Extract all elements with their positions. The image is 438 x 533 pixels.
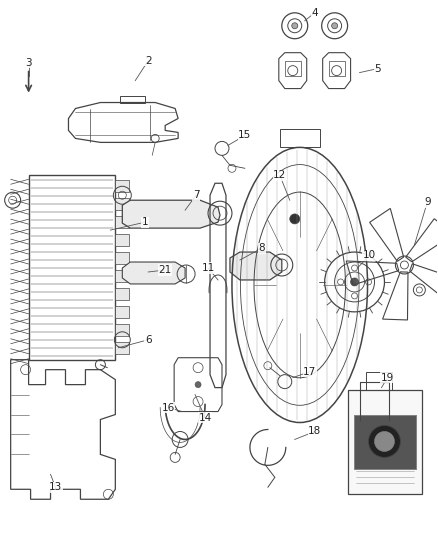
Bar bbox=[366, 372, 392, 390]
Text: 9: 9 bbox=[424, 197, 431, 207]
Text: 6: 6 bbox=[145, 335, 152, 345]
Text: 4: 4 bbox=[311, 8, 318, 18]
Polygon shape bbox=[230, 252, 282, 280]
Text: 7: 7 bbox=[193, 190, 199, 200]
Bar bbox=[115, 198, 129, 210]
Circle shape bbox=[374, 432, 395, 451]
Bar bbox=[115, 180, 129, 192]
Bar bbox=[328, 61, 345, 76]
Circle shape bbox=[332, 23, 338, 29]
Text: 2: 2 bbox=[145, 55, 152, 66]
Text: 11: 11 bbox=[201, 263, 215, 273]
Bar bbox=[115, 252, 129, 264]
Text: 12: 12 bbox=[273, 170, 286, 180]
Text: 18: 18 bbox=[308, 426, 321, 437]
Text: 15: 15 bbox=[238, 131, 251, 140]
Text: 21: 21 bbox=[159, 265, 172, 275]
Bar bbox=[353, 415, 417, 470]
Bar bbox=[348, 390, 422, 494]
Text: 10: 10 bbox=[363, 250, 376, 260]
Bar bbox=[115, 288, 129, 300]
Circle shape bbox=[350, 278, 359, 286]
Circle shape bbox=[290, 214, 300, 224]
Bar bbox=[115, 324, 129, 336]
Text: 17: 17 bbox=[303, 367, 316, 377]
Bar bbox=[115, 270, 129, 282]
Polygon shape bbox=[122, 200, 220, 228]
Circle shape bbox=[292, 23, 298, 29]
Text: 3: 3 bbox=[25, 58, 32, 68]
Text: 8: 8 bbox=[258, 243, 265, 253]
Text: 14: 14 bbox=[198, 413, 212, 423]
Text: 5: 5 bbox=[374, 63, 381, 74]
Polygon shape bbox=[122, 262, 185, 284]
Bar bbox=[28, 175, 115, 360]
Bar bbox=[285, 61, 301, 76]
Text: 1: 1 bbox=[142, 217, 148, 227]
Bar bbox=[280, 130, 320, 148]
Bar bbox=[115, 216, 129, 228]
Text: 19: 19 bbox=[381, 373, 394, 383]
Circle shape bbox=[195, 382, 201, 387]
Text: 16: 16 bbox=[162, 402, 175, 413]
Bar bbox=[353, 415, 417, 470]
Bar bbox=[115, 306, 129, 318]
Circle shape bbox=[368, 425, 400, 457]
Text: 13: 13 bbox=[49, 482, 62, 492]
Bar bbox=[115, 234, 129, 246]
Bar bbox=[115, 342, 129, 354]
